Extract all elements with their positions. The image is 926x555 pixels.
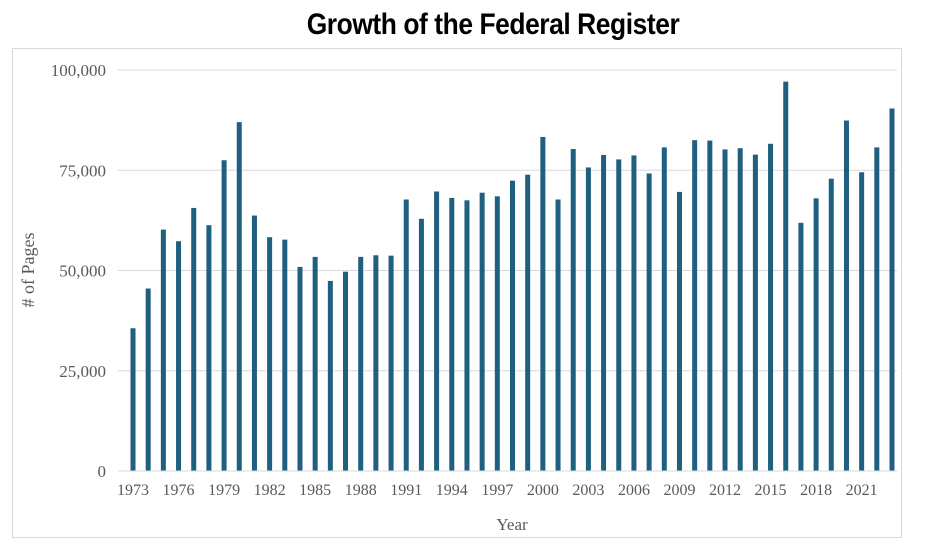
bar-1980 (236, 122, 242, 471)
bar-2020 (843, 120, 849, 471)
bar-1996 (479, 192, 485, 471)
bar-2010 (692, 140, 698, 472)
y-tick-label: 0 (98, 462, 107, 481)
bar-2017 (798, 222, 804, 471)
x-tick-label: 2021 (846, 482, 878, 499)
bar-2013 (737, 148, 743, 471)
x-tick-label: 1973 (117, 482, 149, 499)
bar-2022 (874, 147, 880, 471)
bar-1984 (297, 266, 303, 471)
x-tick-label: 1976 (163, 482, 195, 499)
bar-2002 (570, 148, 576, 471)
bar-2021 (859, 172, 865, 471)
bar-1994 (449, 197, 455, 471)
bar-1992 (418, 218, 424, 471)
bar-series (130, 81, 895, 472)
bar-1982 (267, 237, 273, 471)
x-axis-ticks: 1973 1976 1979 1982 1985 1988 1991 1994 1997 2000… (117, 482, 878, 499)
bar-2008 (661, 147, 667, 471)
x-tick-label: 2018 (800, 482, 832, 499)
bar-1987 (343, 271, 349, 471)
bar-1979 (221, 160, 227, 471)
x-axis-label: Year (496, 515, 528, 534)
y-tick-label: 50,000 (59, 262, 106, 281)
bar-2000 (540, 136, 546, 472)
bar-1991 (403, 199, 409, 471)
bar-2009 (676, 191, 682, 472)
bar-2005 (616, 159, 622, 471)
gridlines (118, 69, 897, 372)
bar-1990 (388, 255, 394, 471)
bar-1993 (434, 191, 440, 472)
chart-title: Growth of the Federal Register (306, 8, 680, 41)
x-tick-label: 2006 (618, 482, 650, 499)
bar-2023 (889, 108, 895, 471)
bar-1978 (206, 225, 212, 471)
bar-2014 (752, 154, 758, 471)
bar-1999 (525, 174, 531, 471)
y-tick-label: 100,000 (51, 61, 106, 80)
x-tick-label: 1982 (254, 482, 286, 499)
bar-1986 (327, 280, 333, 471)
x-tick-label: 1985 (299, 482, 331, 499)
bar-1974 (145, 288, 151, 471)
y-axis-ticks: 0 25,000 50,000 75,000 100,000 (51, 61, 106, 481)
x-tick-label: 2012 (709, 482, 741, 499)
bar-1977 (191, 207, 197, 471)
bar-2015 (768, 143, 774, 471)
bar-1989 (373, 255, 379, 471)
bar-2007 (646, 173, 652, 471)
bar-2006 (631, 155, 637, 471)
bar-2016 (783, 81, 789, 471)
y-tick-label: 75,000 (59, 161, 106, 180)
y-tick-label: 25,000 (59, 362, 106, 381)
bar-2018 (813, 198, 819, 471)
bar-1998 (510, 180, 515, 471)
x-tick-label: 2009 (663, 482, 695, 499)
bar-1985 (312, 256, 318, 471)
bar-2012 (722, 149, 728, 471)
chart-frame (12, 48, 902, 538)
bar-1981 (251, 215, 257, 471)
x-tick-label: 2000 (527, 482, 559, 499)
x-tick-label: 2003 (572, 482, 604, 499)
bar-2001 (555, 199, 561, 471)
x-tick-label: 1991 (390, 482, 422, 499)
bar-1983 (282, 239, 288, 471)
x-tick-label: 1988 (345, 482, 377, 499)
bar-1976 (176, 241, 182, 471)
bar-1995 (464, 200, 470, 471)
bar-1973 (130, 328, 136, 471)
y-axis-label: # of Pages (18, 233, 38, 308)
x-tick-label: 2015 (755, 482, 787, 499)
x-tick-label: 1979 (208, 482, 240, 499)
bar-2019 (828, 178, 834, 471)
x-tick-label: 1994 (436, 482, 468, 499)
bar-2003 (585, 167, 591, 471)
bar-1997 (494, 196, 500, 471)
x-tick-label: 1997 (481, 482, 513, 499)
bar-2004 (601, 155, 607, 471)
bar-1975 (160, 229, 166, 471)
bar-2011 (707, 140, 713, 472)
bar-1988 (358, 256, 364, 471)
